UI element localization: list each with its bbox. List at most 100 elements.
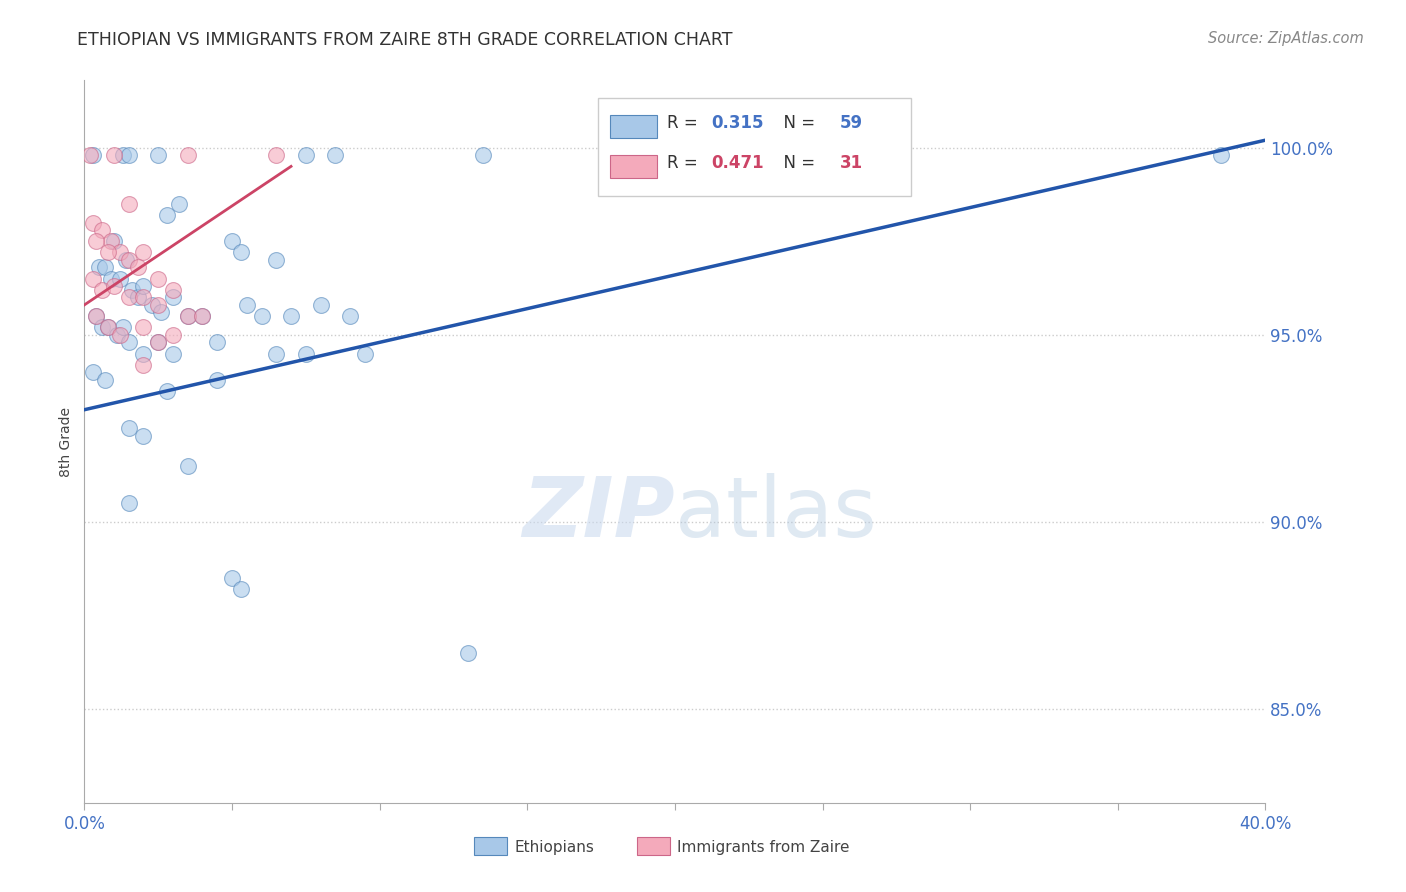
Point (82, 148, 104, 162)
Point (191, 309, 214, 323)
Point (162, 290, 184, 304)
Point (250, 309, 273, 323)
Point (229, 245, 252, 260)
Point (132, 429, 155, 443)
Text: Immigrants from Zaire: Immigrants from Zaire (678, 840, 849, 855)
Bar (610, 115, 657, 138)
Point (177, 148, 200, 162)
Point (121, 283, 143, 297)
Point (132, 279, 155, 293)
Point (118, 496, 141, 510)
Point (148, 271, 170, 285)
Point (207, 335, 229, 350)
Y-axis label: 8th Grade: 8th Grade (59, 407, 73, 476)
Point (114, 252, 136, 267)
Point (132, 358, 155, 372)
Point (87, 260, 111, 275)
Point (97, 245, 120, 260)
Point (91, 223, 114, 237)
Point (177, 458, 200, 473)
Text: 59: 59 (841, 114, 863, 132)
Text: N =: N = (773, 154, 820, 172)
Point (280, 309, 302, 323)
Point (723, 148, 745, 162)
Bar (610, 154, 657, 178)
Point (162, 283, 184, 297)
Bar (474, 837, 508, 855)
Point (91, 283, 114, 297)
Point (132, 290, 155, 304)
Point (82, 365, 104, 379)
Point (94, 373, 117, 387)
Point (127, 290, 149, 304)
Point (162, 346, 184, 360)
Point (132, 320, 155, 334)
Text: 0.315: 0.315 (711, 114, 763, 132)
Point (156, 384, 179, 398)
Point (177, 309, 200, 323)
Text: 0.471: 0.471 (711, 154, 763, 172)
Point (797, 148, 820, 162)
Point (82, 271, 104, 285)
Point (472, 148, 495, 162)
Point (111, 148, 134, 162)
Point (108, 271, 131, 285)
Point (111, 320, 134, 334)
Point (103, 234, 125, 248)
Point (156, 208, 179, 222)
Text: R =: R = (666, 154, 703, 172)
Text: ZIP: ZIP (522, 474, 675, 554)
Point (100, 234, 122, 248)
Point (236, 298, 259, 312)
Point (94, 260, 117, 275)
Text: 31: 31 (841, 154, 863, 172)
Point (266, 346, 288, 360)
Point (132, 346, 155, 360)
Point (132, 245, 155, 260)
Point (118, 148, 141, 162)
Point (325, 148, 347, 162)
Point (97, 320, 120, 334)
FancyBboxPatch shape (598, 98, 911, 196)
Point (457, 646, 479, 660)
Point (118, 421, 141, 435)
Point (148, 298, 170, 312)
Point (339, 309, 361, 323)
Text: R =: R = (666, 114, 703, 132)
Point (103, 148, 125, 162)
Point (150, 305, 173, 319)
Point (354, 346, 377, 360)
Point (108, 245, 131, 260)
Point (229, 582, 252, 597)
Point (108, 327, 131, 342)
Text: Source: ZipAtlas.com: Source: ZipAtlas.com (1208, 31, 1364, 46)
Point (97, 320, 120, 334)
Point (118, 335, 141, 350)
Point (221, 234, 243, 248)
Point (105, 327, 128, 342)
Bar (637, 837, 671, 855)
Point (103, 279, 125, 293)
Point (79, 148, 101, 162)
Point (221, 571, 243, 585)
Point (148, 148, 170, 162)
Point (266, 148, 288, 162)
Text: N =: N = (773, 114, 820, 132)
Point (118, 196, 141, 211)
Point (118, 252, 141, 267)
Text: ETHIOPIAN VS IMMIGRANTS FROM ZAIRE 8TH GRADE CORRELATION CHART: ETHIOPIAN VS IMMIGRANTS FROM ZAIRE 8TH G… (77, 31, 733, 49)
Point (1211, 148, 1233, 162)
Point (148, 335, 170, 350)
Point (295, 148, 318, 162)
Point (148, 335, 170, 350)
Point (207, 373, 229, 387)
Point (295, 346, 318, 360)
Point (127, 260, 149, 275)
Point (309, 298, 332, 312)
Point (162, 327, 184, 342)
Point (91, 320, 114, 334)
Text: Ethiopians: Ethiopians (515, 840, 595, 855)
Point (177, 309, 200, 323)
Point (100, 271, 122, 285)
Point (141, 298, 163, 312)
